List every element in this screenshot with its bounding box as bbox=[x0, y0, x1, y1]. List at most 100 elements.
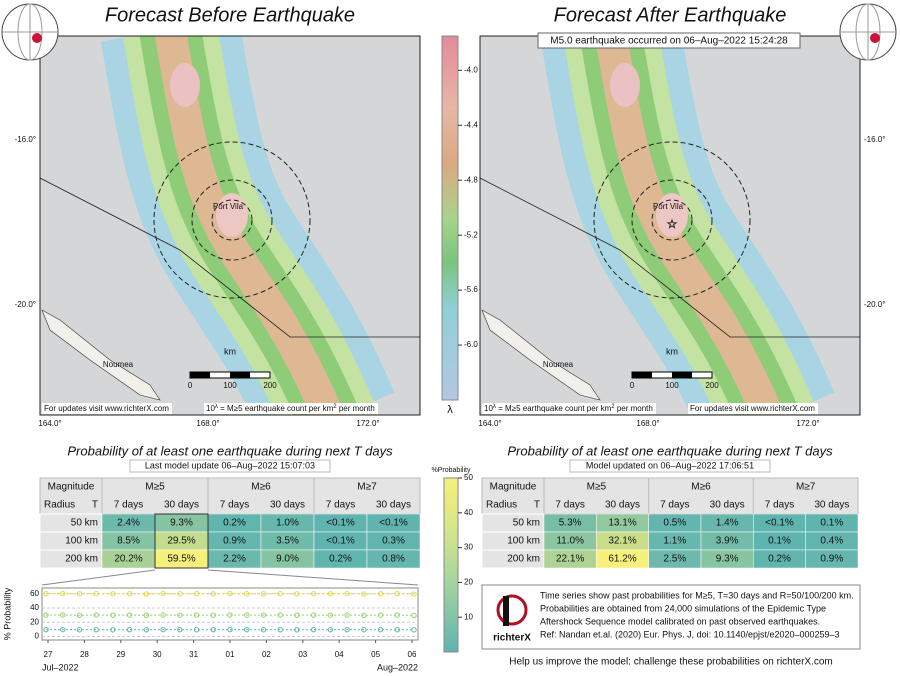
cell: 0.9% bbox=[223, 536, 246, 547]
series-point bbox=[260, 612, 267, 618]
formula-part: λ bbox=[215, 404, 218, 410]
cell: 32.1% bbox=[608, 536, 636, 547]
map-right: ☆ bbox=[480, 36, 860, 415]
colorbar-tick-label: -5.2 bbox=[464, 230, 478, 239]
series-point bbox=[160, 626, 166, 633]
colorbar-tick-label: -5.6 bbox=[464, 285, 478, 294]
formula: 10λ = M≥5 earthquake count per km2 per m… bbox=[206, 404, 375, 414]
row-header: 100 km bbox=[65, 536, 98, 547]
series-point bbox=[344, 626, 350, 633]
colorbar-tick-label: -4.4 bbox=[464, 120, 478, 129]
series-point bbox=[177, 591, 183, 597]
lon-label: 164.0° bbox=[38, 419, 61, 428]
cell: 0.8% bbox=[382, 554, 405, 565]
formula-part: = M≥5 earthquake count per km bbox=[218, 404, 334, 413]
series-point bbox=[294, 591, 300, 597]
scale-bar bbox=[230, 372, 250, 378]
series-point bbox=[294, 627, 300, 633]
row-header: 100 km bbox=[507, 536, 540, 547]
series-point bbox=[227, 590, 233, 597]
cell: 2.5% bbox=[663, 554, 686, 565]
scale-tick: 100 bbox=[665, 381, 679, 390]
cell: 3.9% bbox=[716, 536, 739, 547]
table-subtitle: Last model update 06–Aug–2022 15:07:03 bbox=[145, 460, 315, 470]
table-subheader: Radius bbox=[44, 500, 75, 511]
note: For updates visit www.richterX.com bbox=[44, 404, 169, 413]
series-point bbox=[361, 591, 367, 597]
colorbar-tick-label: -4.0 bbox=[464, 65, 478, 74]
series-point bbox=[143, 591, 150, 597]
series-point bbox=[160, 590, 166, 597]
formula-part: per month bbox=[337, 404, 375, 413]
series-point bbox=[110, 591, 116, 597]
cell: 2.4% bbox=[117, 518, 140, 529]
scale-bar bbox=[190, 372, 210, 378]
globes bbox=[1, 3, 897, 61]
highlight bbox=[154, 513, 209, 569]
cell-bg bbox=[805, 549, 859, 569]
series-point bbox=[93, 626, 99, 633]
map-frame bbox=[39, 35, 421, 416]
series-point bbox=[394, 612, 400, 618]
series-point bbox=[110, 612, 116, 618]
x-tick-label: 06 bbox=[408, 650, 417, 659]
series-point bbox=[327, 612, 334, 618]
series-point bbox=[344, 590, 350, 597]
series-point bbox=[43, 626, 49, 633]
note: For updates visit www.richterX.com bbox=[690, 404, 815, 413]
colorbar-tick-label: 50 bbox=[464, 473, 473, 482]
series-point bbox=[260, 627, 267, 633]
x-tick-label: 28 bbox=[80, 650, 89, 659]
colorbar-label: %Probability bbox=[432, 467, 471, 474]
scale-tick: 0 bbox=[630, 381, 635, 390]
map-title: Forecast After Earthquake bbox=[554, 4, 787, 26]
x-tick-label: 04 bbox=[335, 650, 344, 659]
note-box bbox=[482, 403, 656, 414]
series-point bbox=[193, 627, 200, 633]
cell: 8.5% bbox=[117, 536, 140, 547]
series-point bbox=[227, 626, 233, 633]
cell: 9.3% bbox=[716, 554, 739, 565]
scale-bar bbox=[672, 372, 692, 378]
series-point bbox=[60, 590, 66, 597]
logo-text: richterX bbox=[493, 633, 531, 644]
formula-part: = M≥5 earthquake count per km bbox=[496, 404, 612, 413]
series-point bbox=[310, 612, 317, 618]
cell: 29.5% bbox=[167, 536, 195, 547]
series-point bbox=[361, 627, 367, 633]
map-title: Forecast Before Earthquake bbox=[105, 4, 355, 26]
x-tick-label: 30 bbox=[153, 650, 162, 659]
series-point bbox=[43, 590, 49, 597]
series-point bbox=[244, 626, 250, 633]
series-point bbox=[277, 590, 283, 597]
table-header: Magnitude bbox=[490, 482, 537, 493]
series-point bbox=[310, 626, 317, 633]
cell: <0.1% bbox=[765, 518, 794, 529]
formula: 10λ = M≥5 earthquake count per km2 per m… bbox=[484, 404, 653, 414]
series-point bbox=[193, 612, 200, 618]
series-point bbox=[244, 612, 250, 618]
lambda-colorbar bbox=[441, 35, 459, 401]
series-point bbox=[76, 591, 83, 597]
cell: 9.0% bbox=[276, 554, 299, 565]
series-point bbox=[277, 626, 283, 633]
lon-label: 172.0° bbox=[796, 419, 819, 428]
cell: 0.9% bbox=[820, 554, 843, 565]
scale-tick: 0 bbox=[188, 381, 193, 390]
svg-text:☆: ☆ bbox=[667, 217, 678, 231]
cell: 0.3% bbox=[382, 536, 405, 547]
cell: 0.2% bbox=[329, 554, 352, 565]
link[interactable]: Help us improve the model: challenge the… bbox=[509, 657, 833, 668]
cell: 9.3% bbox=[170, 518, 193, 529]
lon-label: 168.0° bbox=[196, 419, 219, 428]
cell: 2.2% bbox=[223, 554, 246, 565]
x-tick-label: 31 bbox=[189, 650, 198, 659]
row-header: 200 km bbox=[507, 554, 540, 565]
series-point bbox=[361, 612, 367, 618]
info-line: Time series show past probabilities for … bbox=[540, 590, 854, 600]
cell: 20.2% bbox=[114, 554, 142, 565]
series-point bbox=[411, 627, 417, 633]
series-point bbox=[411, 612, 417, 619]
row-header: 50 km bbox=[71, 518, 98, 529]
formula-part: per month bbox=[615, 404, 653, 413]
